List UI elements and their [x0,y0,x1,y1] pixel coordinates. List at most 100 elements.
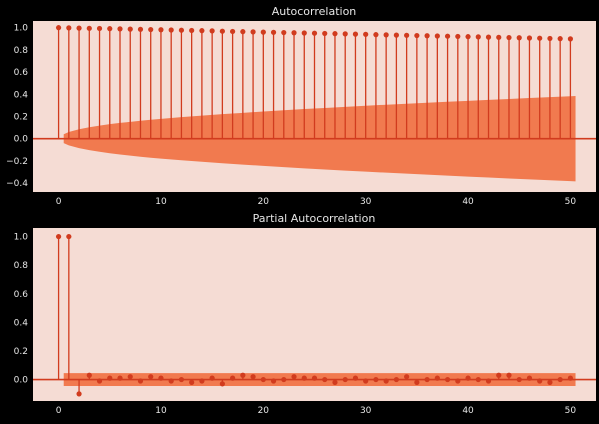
acf-point-18 [240,29,246,35]
pacf-point-0 [55,233,62,240]
acf-xtick-label-40: 40 [462,197,474,207]
acf-point-34 [404,32,410,38]
pacf-point-8 [137,378,144,384]
acf-xtick-label-10: 10 [155,197,167,207]
pacf-point-45 [516,376,522,383]
acf-point-12 [178,27,185,33]
pacf-ytick-label-5: 0.0 [14,376,29,386]
acf-point-0 [55,25,62,31]
acf-point-7 [127,26,133,32]
acf-point-38 [444,33,451,39]
pacf-point-42 [485,378,492,384]
pacf-point-12 [178,376,185,383]
pacf-point-4 [96,378,103,384]
acf-xtick-label-0: 0 [56,197,62,207]
acf-point-42 [485,34,492,40]
pacf-point-11 [168,378,174,384]
pacf-point-16 [219,381,225,387]
acf-point-23 [291,30,297,36]
acf-point-3 [86,25,92,31]
pacf-point-32 [383,378,389,384]
acf-xtick-label-30: 30 [360,197,372,207]
acf-point-43 [496,34,502,40]
pacf-point-50 [567,375,574,381]
pacf-point-25 [311,375,318,381]
pacf-point-33 [393,376,399,383]
acf-point-49 [557,36,563,42]
pacf-point-49 [557,376,563,383]
acf-point-6 [117,26,123,32]
pacf-ytick-label-4: 0.2 [14,347,28,357]
pacf-point-29 [352,375,359,381]
acf-point-20 [260,29,266,35]
acf-point-32 [383,32,389,38]
acf-point-39 [455,33,461,40]
pacf-point-39 [455,378,461,384]
pacf-point-24 [301,375,307,381]
pacf-point-17 [230,375,236,381]
pacf-xtick-label-40: 40 [462,406,474,416]
acf-point-5 [107,26,113,32]
acf-ytick-label-4: 0.2 [14,112,28,122]
pacf-point-21 [270,378,277,384]
pacf-point-3 [86,372,92,378]
acf-point-24 [301,30,307,36]
acf-point-17 [230,28,236,35]
acf-point-11 [168,27,174,33]
acf-ytick-label-1: 0.8 [14,46,29,56]
acf-point-2 [76,25,82,31]
acf-point-45 [516,35,522,41]
acf-point-28 [342,31,348,37]
acf-ytick-label-6: −0.2 [6,157,28,167]
acf-point-22 [281,29,287,36]
acf-point-37 [434,33,440,39]
pacf-ytick-label-0: 1.0 [14,233,29,243]
pacf-point-37 [434,375,440,381]
pacf-point-13 [189,379,195,386]
pacf-plot-area [33,228,596,401]
pacf-point-34 [404,374,410,380]
pacf-point-28 [342,376,348,383]
acf-ytick-label-5: 0.0 [14,135,29,145]
acf-point-30 [363,31,369,37]
pacf-ytick-label-1: 0.8 [14,261,29,271]
acf-point-50 [567,36,574,42]
acf-point-35 [414,32,420,39]
pacf-point-31 [373,376,379,383]
pacf-xtick-label-0: 0 [56,406,62,416]
pacf-point-43 [496,372,502,378]
pacf-point-46 [526,375,533,381]
pacf-point-15 [209,375,215,381]
acf-point-1 [66,25,72,31]
acf-panel: 0 10 20 30 40 50 1.0 0.8 0.6 0.4 0.2 0.0 −0.2 −0.4 Aut… [6,5,596,207]
acf-point-41 [475,34,481,40]
pacf-point-5 [107,375,113,381]
acf-point-21 [270,29,277,35]
pacf-point-18 [240,372,246,378]
acf-point-48 [547,35,553,42]
acf-point-16 [219,28,225,34]
pacf-ytick-label-3: 0.4 [14,318,29,328]
pacf-point-23 [291,374,297,380]
acf-ytick-label-7: −0.4 [6,179,28,189]
acf-ytick-label-0: 1.0 [14,24,29,34]
acf-point-9 [148,26,154,33]
acf-point-36 [424,33,430,39]
acf-point-31 [373,32,379,38]
pacf-panel: 0 10 20 30 40 50 1.0 0.8 0.6 0.4 0.2 0.0 Partial Aut… [14,212,596,416]
pacf-point-9 [148,374,154,380]
pacf-point-36 [424,376,430,383]
acf-point-14 [199,28,205,34]
acf-point-15 [209,28,215,34]
acf-xtick-label-50: 50 [565,197,577,207]
pacf-chart-title: Partial Autocorrelation [253,212,376,225]
pacf-point-47 [537,378,543,384]
acf-point-10 [158,27,164,33]
pacf-point-41 [475,376,481,383]
acf-point-26 [322,30,328,37]
pacf-point-26 [322,376,328,383]
acf-xtick-label-20: 20 [258,197,270,207]
acf-point-47 [537,35,543,41]
pacf-point-6 [117,375,123,381]
acf-point-44 [506,34,512,41]
